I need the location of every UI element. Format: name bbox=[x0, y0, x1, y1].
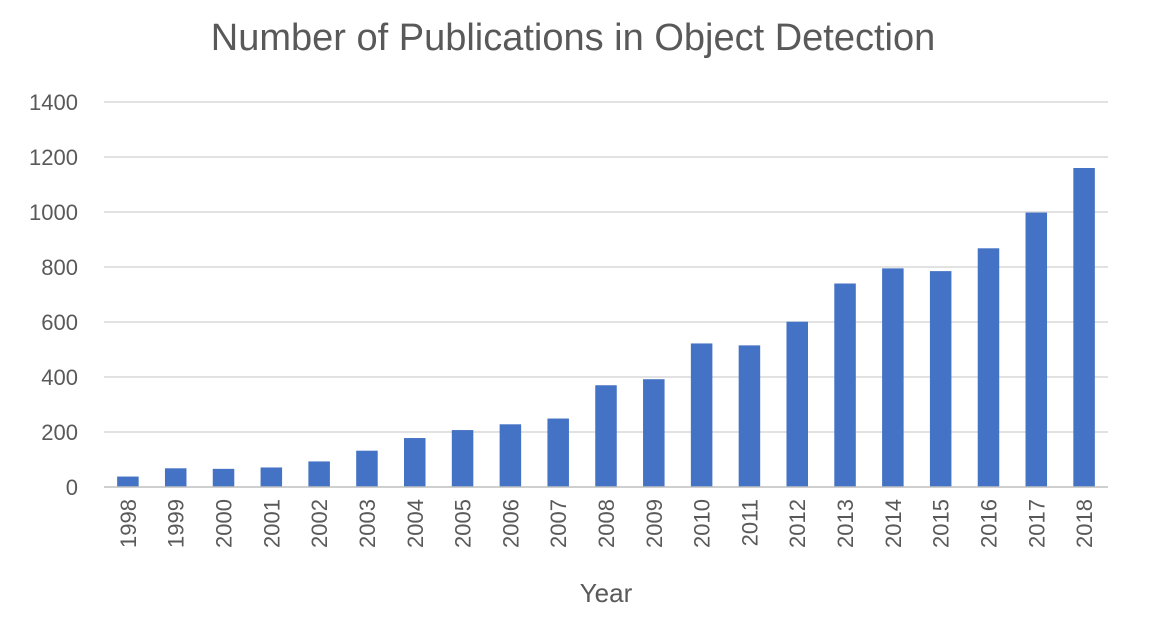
bar-2009 bbox=[643, 379, 665, 487]
x-tick-label: 2001 bbox=[259, 499, 284, 548]
x-tick-label: 1999 bbox=[164, 499, 189, 548]
bar-2007 bbox=[547, 418, 569, 487]
y-tick-label: 1000 bbox=[29, 200, 78, 225]
bar-2001 bbox=[260, 467, 283, 487]
x-tick-label: 2012 bbox=[785, 499, 810, 548]
x-tick-label: 2014 bbox=[881, 499, 906, 548]
x-tick-label: 1998 bbox=[116, 499, 141, 548]
y-tick-label: 0 bbox=[66, 475, 78, 500]
bar-2014 bbox=[882, 268, 904, 487]
x-axis-label: Year bbox=[580, 578, 633, 608]
x-tick-label: 2005 bbox=[451, 499, 476, 548]
bar-2010 bbox=[690, 343, 713, 487]
x-tick-label: 2017 bbox=[1024, 499, 1049, 548]
y-tick-label: 600 bbox=[41, 310, 78, 335]
x-axis-ticks: 1998 1999 2000 2001 2002 2003 2004 2005 2006 2007… bbox=[116, 499, 1097, 548]
y-tick-label: 200 bbox=[41, 420, 78, 445]
gridlines bbox=[104, 101, 1108, 433]
bar-2015 bbox=[929, 271, 952, 487]
x-tick-label: 2015 bbox=[929, 499, 954, 548]
bar-2003 bbox=[356, 450, 378, 487]
x-tick-label: 2018 bbox=[1072, 499, 1097, 548]
bars bbox=[117, 168, 1095, 488]
x-tick-label: 2013 bbox=[833, 499, 858, 548]
x-tick-label: 2010 bbox=[690, 499, 715, 548]
x-tick-label: 2011 bbox=[737, 499, 762, 546]
bar-1999 bbox=[164, 468, 187, 487]
bar-2016 bbox=[977, 248, 1000, 487]
y-tick-label: 1400 bbox=[29, 90, 78, 115]
bar-2011 bbox=[738, 345, 761, 487]
y-tick-label: 1200 bbox=[29, 145, 78, 170]
y-tick-label: 800 bbox=[41, 255, 78, 280]
x-tick-label: 2002 bbox=[307, 499, 332, 548]
y-axis-ticks: 0 200 400 600 800 1000 1200 1400 bbox=[29, 90, 78, 500]
bar-2002 bbox=[308, 461, 330, 487]
x-tick-label: 2016 bbox=[976, 499, 1001, 548]
bar-2018 bbox=[1073, 168, 1095, 487]
bar-2000 bbox=[212, 468, 235, 487]
x-tick-label: 2009 bbox=[642, 499, 667, 548]
bar-2008 bbox=[595, 385, 617, 487]
x-tick-label: 2000 bbox=[212, 499, 237, 548]
chart-title: Number of Publications in Object Detecti… bbox=[211, 17, 935, 59]
y-tick-label: 400 bbox=[41, 365, 78, 390]
bar-2013 bbox=[834, 283, 856, 487]
bar-2006 bbox=[499, 424, 522, 487]
bar-2012 bbox=[786, 321, 808, 487]
bar-2004 bbox=[404, 438, 426, 487]
x-tick-label: 2003 bbox=[355, 499, 380, 548]
x-tick-label: 2008 bbox=[594, 499, 619, 548]
x-tick-label: 2004 bbox=[403, 499, 428, 548]
x-tick-label: 2007 bbox=[546, 499, 571, 548]
bar-2005 bbox=[451, 430, 474, 487]
x-tick-label: 2006 bbox=[498, 499, 523, 548]
bar-2017 bbox=[1025, 212, 1048, 488]
bar-1998 bbox=[117, 476, 139, 487]
